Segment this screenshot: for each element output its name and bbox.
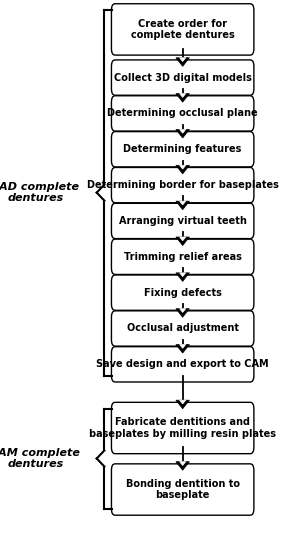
Polygon shape [180,237,186,241]
Text: CAD complete
dentures: CAD complete dentures [0,182,79,203]
Polygon shape [180,400,186,404]
FancyBboxPatch shape [111,464,254,515]
Text: Determining features: Determining features [123,144,242,154]
FancyBboxPatch shape [111,402,254,454]
Text: Fabricate dentitions and
baseplates by milling resin plates: Fabricate dentitions and baseplates by m… [89,417,276,439]
Polygon shape [180,345,186,348]
FancyBboxPatch shape [111,311,254,346]
Polygon shape [180,273,186,277]
Polygon shape [180,462,186,465]
Polygon shape [180,94,186,97]
Polygon shape [180,309,186,312]
Text: Fixing defects: Fixing defects [144,288,222,297]
Polygon shape [176,165,189,174]
FancyBboxPatch shape [111,96,254,131]
FancyBboxPatch shape [111,239,254,274]
Polygon shape [180,201,186,205]
Polygon shape [176,462,189,470]
Text: Bonding dentition to
baseplate: Bonding dentition to baseplate [126,479,240,500]
FancyBboxPatch shape [111,167,254,203]
Polygon shape [180,165,186,169]
Text: Trimming relief areas: Trimming relief areas [124,252,242,262]
Text: Determining occlusal plane: Determining occlusal plane [107,109,258,118]
Text: Collect 3D digital models: Collect 3D digital models [114,73,252,82]
Text: Determining border for baseplates: Determining border for baseplates [87,180,279,190]
Polygon shape [176,201,189,210]
Polygon shape [176,237,189,246]
Polygon shape [176,400,189,409]
Text: Occlusal adjustment: Occlusal adjustment [127,324,239,333]
Polygon shape [176,273,189,281]
Text: Create order for
complete dentures: Create order for complete dentures [131,19,235,40]
FancyBboxPatch shape [111,203,254,239]
Polygon shape [180,129,186,133]
FancyBboxPatch shape [111,132,254,167]
Polygon shape [176,129,189,138]
FancyBboxPatch shape [111,4,254,55]
Polygon shape [176,345,189,353]
Polygon shape [180,58,186,62]
FancyBboxPatch shape [111,347,254,382]
FancyBboxPatch shape [111,60,254,95]
Text: Save design and export to CAM: Save design and export to CAM [96,360,269,369]
Text: CAM complete
dentures: CAM complete dentures [0,448,80,469]
Text: Arranging virtual teeth: Arranging virtual teeth [119,216,247,226]
Polygon shape [176,58,189,66]
Polygon shape [176,309,189,317]
FancyBboxPatch shape [111,275,254,310]
Polygon shape [176,94,189,102]
